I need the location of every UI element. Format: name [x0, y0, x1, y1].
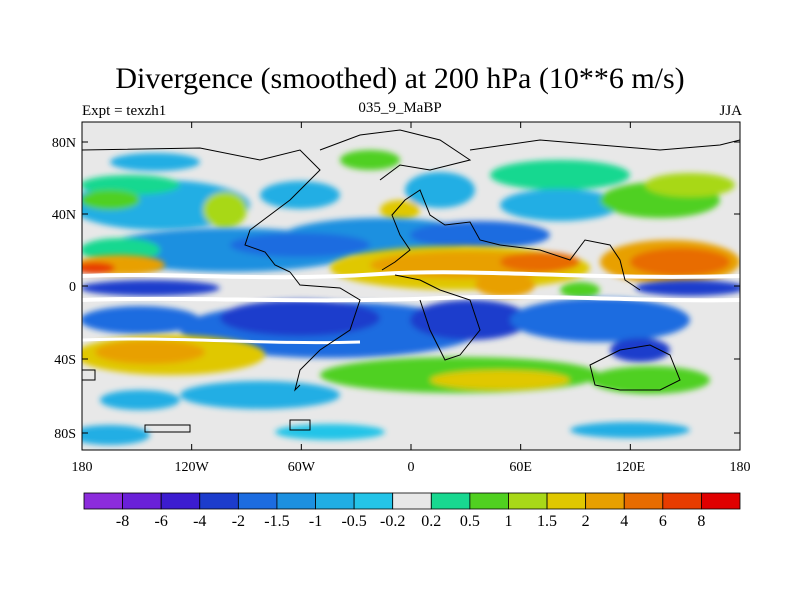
colorbar-swatch — [237, 492, 278, 510]
colorbar-swatch — [623, 492, 664, 510]
contour-patch — [380, 200, 420, 220]
colorbar-label: 6 — [659, 513, 667, 530]
y-tick-label: 80S — [54, 427, 76, 442]
colorbar-swatch — [276, 492, 316, 510]
contour-patch — [475, 273, 535, 297]
period-label: 035_9_MaBP — [358, 100, 442, 116]
contour-patch — [560, 282, 600, 298]
contour-patch — [430, 370, 570, 390]
season-label: JJA — [719, 103, 742, 119]
colorbar-swatch — [392, 492, 432, 510]
colorbar-swatch — [430, 492, 471, 510]
zero-contour — [82, 294, 740, 303]
contour-patch — [82, 175, 180, 195]
y-tick-label: 80N — [52, 136, 76, 151]
x-tick-label: 120W — [175, 460, 210, 475]
colorbar-swatch — [160, 492, 201, 510]
contour-patch — [635, 280, 740, 296]
contour-patch — [630, 248, 730, 276]
contour-patch — [82, 190, 140, 210]
contour-patch — [610, 338, 670, 362]
colorbar-swatch — [662, 492, 702, 510]
colorbar-label: -0.5 — [341, 513, 366, 530]
x-tick-label: 180 — [72, 460, 93, 475]
colorbar-label: 1 — [504, 513, 512, 530]
colorbar-label: -0.2 — [380, 513, 405, 530]
colorbar-swatch — [83, 492, 123, 510]
colorbar-label: 2 — [582, 513, 590, 530]
colorbar: -8 -6 -4 -2 -1.5 -1 -0.5 -0.2 0.2 0.5 1 1.5 2 4 6 8 — [83, 492, 741, 530]
contour-patch — [110, 153, 200, 171]
contour-patch — [510, 298, 690, 342]
colorbar-label: 1.5 — [537, 513, 557, 530]
contour-patch — [82, 306, 200, 334]
x-tick-label: 0 — [408, 460, 415, 475]
contour-patch — [82, 262, 115, 274]
y-axis: 80N 40N 0 40S 80S — [52, 136, 740, 442]
colorbar-label: 8 — [697, 513, 705, 530]
colorbar-swatch — [353, 492, 394, 510]
contour-patch — [260, 181, 340, 209]
x-tick-label: 120E — [616, 460, 646, 475]
contour-patch — [230, 233, 370, 257]
colorbar-swatch — [585, 492, 625, 510]
colorbar-swatch — [122, 492, 162, 510]
contour-patch — [590, 366, 710, 394]
colorbar-label: -8 — [116, 513, 129, 530]
colorbar-label: -4 — [193, 513, 206, 530]
contour-patch — [275, 424, 385, 440]
x-axis: 180 120W 60W 0 60E 120E 180 — [72, 122, 751, 475]
y-tick-label: 40N — [52, 208, 76, 223]
colorbar-swatch — [199, 492, 239, 510]
contour-patch — [410, 300, 530, 340]
colorbar-swatch — [508, 492, 548, 510]
colorbar-label: 0.2 — [421, 513, 441, 530]
coastlines — [82, 129, 740, 433]
contour-patch — [490, 160, 630, 190]
map-field — [82, 122, 740, 450]
contour-patch — [180, 381, 340, 409]
colorbar-swatch — [546, 492, 587, 510]
experiment-label: Expt = texzh1 — [82, 103, 167, 119]
contour-patch — [500, 189, 620, 221]
colorbar-swatch — [469, 492, 509, 510]
contour-patch — [410, 221, 550, 249]
contour-patch — [203, 192, 247, 228]
colorbar-label: -1 — [309, 513, 322, 530]
zero-contour — [82, 270, 740, 280]
contour-patch — [340, 150, 400, 170]
contour-patch — [220, 300, 380, 336]
x-tick-label: 60E — [509, 460, 532, 475]
colorbar-swatch — [701, 492, 741, 510]
chart-title: Divergence (smoothed) at 200 hPa (10**6 … — [115, 62, 685, 95]
contour-patch — [500, 252, 580, 272]
contour-patch — [95, 340, 205, 364]
colorbar-label: 4 — [620, 513, 628, 530]
contour-patch — [645, 173, 735, 197]
x-tick-label: 60W — [288, 460, 316, 475]
colorbar-label: -1.5 — [264, 513, 289, 530]
x-tick-label: 180 — [730, 460, 751, 475]
contour-patch — [570, 422, 690, 438]
contour-patch — [82, 425, 150, 445]
contour-patch — [405, 172, 475, 208]
y-tick-label: 40S — [54, 353, 76, 368]
y-tick-label: 0 — [69, 280, 76, 295]
colorbar-label: 0.5 — [460, 513, 480, 530]
contour-patch — [82, 280, 220, 296]
colorbar-label: -2 — [232, 513, 245, 530]
colorbar-swatch — [315, 492, 355, 510]
zero-contour — [82, 337, 361, 345]
colorbar-label: -6 — [155, 513, 168, 530]
contour-patch — [100, 390, 180, 410]
